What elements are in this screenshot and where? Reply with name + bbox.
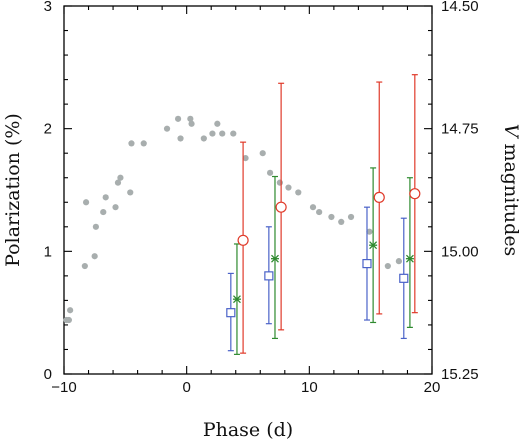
lightcurve-point bbox=[100, 208, 107, 216]
x-axis-title: Phase (d) bbox=[203, 419, 293, 441]
lightcurve-point bbox=[276, 179, 283, 186]
lightcurve-point bbox=[82, 199, 90, 206]
lightcurve-point bbox=[163, 125, 171, 132]
lightcurve-point bbox=[112, 204, 119, 211]
lightcurve-point bbox=[102, 194, 109, 201]
lightcurve-layer bbox=[63, 115, 402, 324]
lightcurve-point bbox=[187, 115, 194, 122]
lightcurve-point bbox=[177, 135, 184, 142]
y-tick-label-right: 15.00 bbox=[441, 243, 479, 260]
plot-frame bbox=[63, 5, 433, 375]
marker-layer bbox=[226, 188, 421, 318]
x-tick-label: 10 bbox=[301, 379, 318, 396]
circle-marker bbox=[409, 188, 421, 200]
lightcurve-point bbox=[127, 189, 134, 196]
errorbar-layer bbox=[227, 74, 418, 355]
lightcurve-point bbox=[230, 130, 237, 137]
lightcurve-point bbox=[188, 120, 195, 127]
lightcurve-point bbox=[295, 189, 302, 196]
star-marker bbox=[270, 254, 279, 263]
lightcurve-point bbox=[285, 184, 292, 191]
lightcurve-point bbox=[316, 208, 323, 216]
lightcurve-point bbox=[366, 228, 373, 235]
x-tick-label: −10 bbox=[51, 379, 76, 396]
lightcurve-point bbox=[242, 155, 249, 162]
lightcurve-point bbox=[128, 140, 135, 147]
y-tick-label-left: 0 bbox=[44, 366, 52, 383]
lightcurve-point bbox=[259, 150, 266, 157]
lightcurve-point bbox=[117, 174, 124, 181]
y-tick-label-left: 1 bbox=[44, 243, 52, 260]
square-marker bbox=[264, 271, 274, 281]
y-tick-label-left: 3 bbox=[44, 0, 52, 15]
lightcurve-point bbox=[92, 223, 99, 230]
lightcurve-point bbox=[65, 316, 73, 324]
y-tick-label-left: 2 bbox=[44, 121, 52, 138]
y-tick-label-right: 14.50 bbox=[441, 0, 479, 15]
lightcurve-point bbox=[395, 258, 402, 265]
lightcurve-point bbox=[384, 262, 391, 270]
y-axis-title-left: Polarization (%) bbox=[2, 113, 24, 267]
square-marker bbox=[362, 259, 372, 269]
lightcurve-point bbox=[209, 130, 216, 137]
star-marker bbox=[369, 241, 378, 250]
lightcurve-point bbox=[91, 253, 98, 260]
y-axis-title-right-italic: V bbox=[500, 124, 520, 140]
y-axis-title-right-rest: magnitudes bbox=[500, 137, 520, 256]
lightcurve-point bbox=[114, 179, 122, 186]
lightcurve-point bbox=[309, 204, 317, 211]
lightcurve-point bbox=[81, 262, 88, 270]
lightcurve-point bbox=[174, 115, 182, 122]
circle-marker bbox=[237, 234, 249, 246]
square-marker bbox=[226, 308, 236, 318]
lightcurve-point bbox=[338, 218, 345, 225]
square-marker bbox=[399, 273, 409, 283]
x-tick-label: 20 bbox=[424, 379, 441, 396]
x-tick-label: 0 bbox=[182, 379, 190, 396]
lightcurve-point bbox=[67, 307, 74, 314]
lightcurve-point bbox=[140, 140, 147, 147]
lightcurve-point bbox=[200, 135, 207, 142]
lightcurve-point bbox=[328, 213, 335, 221]
y-axis-title-right: V magnitudes bbox=[500, 124, 520, 257]
lightcurve-point bbox=[266, 169, 274, 176]
lightcurve-point bbox=[214, 120, 221, 127]
lightcurve-point bbox=[219, 130, 226, 137]
circle-marker bbox=[275, 201, 287, 213]
star-marker bbox=[405, 254, 414, 263]
y-tick-label-right: 15.25 bbox=[441, 366, 479, 383]
y-tick-label-right: 14.75 bbox=[441, 121, 479, 138]
lightcurve-point bbox=[347, 213, 355, 221]
circle-marker bbox=[373, 191, 385, 203]
star-marker bbox=[232, 295, 241, 304]
